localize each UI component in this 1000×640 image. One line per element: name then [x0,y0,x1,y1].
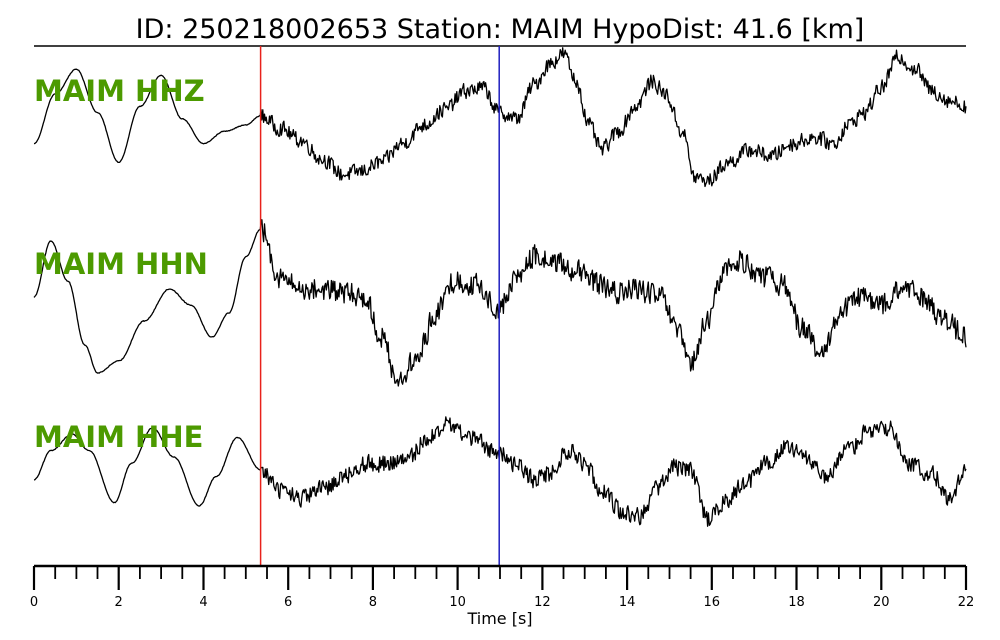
x-tick-label: 6 [284,595,292,610]
trace-maim-hhe [33,416,967,527]
x-tick-label: 4 [199,595,207,610]
x-tick-label: 12 [534,595,551,610]
x-tick-label: 2 [115,595,123,610]
x-tick-label: 18 [788,595,805,610]
x-tick-label: 8 [369,595,377,610]
traces-group [33,47,967,527]
time-axis-ticks: 0 2 4 6 8 10 12 14 16 18 20 22 [30,566,974,610]
time-axis: 0 2 4 6 8 10 12 14 16 18 20 22 Time [s] [30,564,974,628]
x-tick-label: 20 [873,595,890,610]
x-tick-label: 22 [958,595,975,610]
trace-maim-hhn [33,219,967,387]
x-axis-label: Time [s] [466,609,532,628]
trace-labels-group: MAIM HHZ MAIM HHN MAIM HHE [34,74,208,454]
phase-picks-group [259,46,500,566]
trace-label-maim-hhe: MAIM HHE [34,420,203,454]
trace-label-maim-hhz: MAIM HHZ [34,74,205,108]
trace-label-maim-hhn: MAIM HHN [34,247,208,281]
trace-maim-hhz [33,47,967,188]
x-tick-label: 10 [449,595,466,610]
x-tick-label: 0 [30,595,38,610]
x-tick-label: 16 [704,595,721,610]
figure-title: ID: 250218002653 Station: MAIM HypoDist:… [136,14,865,45]
x-tick-label: 14 [619,595,636,610]
